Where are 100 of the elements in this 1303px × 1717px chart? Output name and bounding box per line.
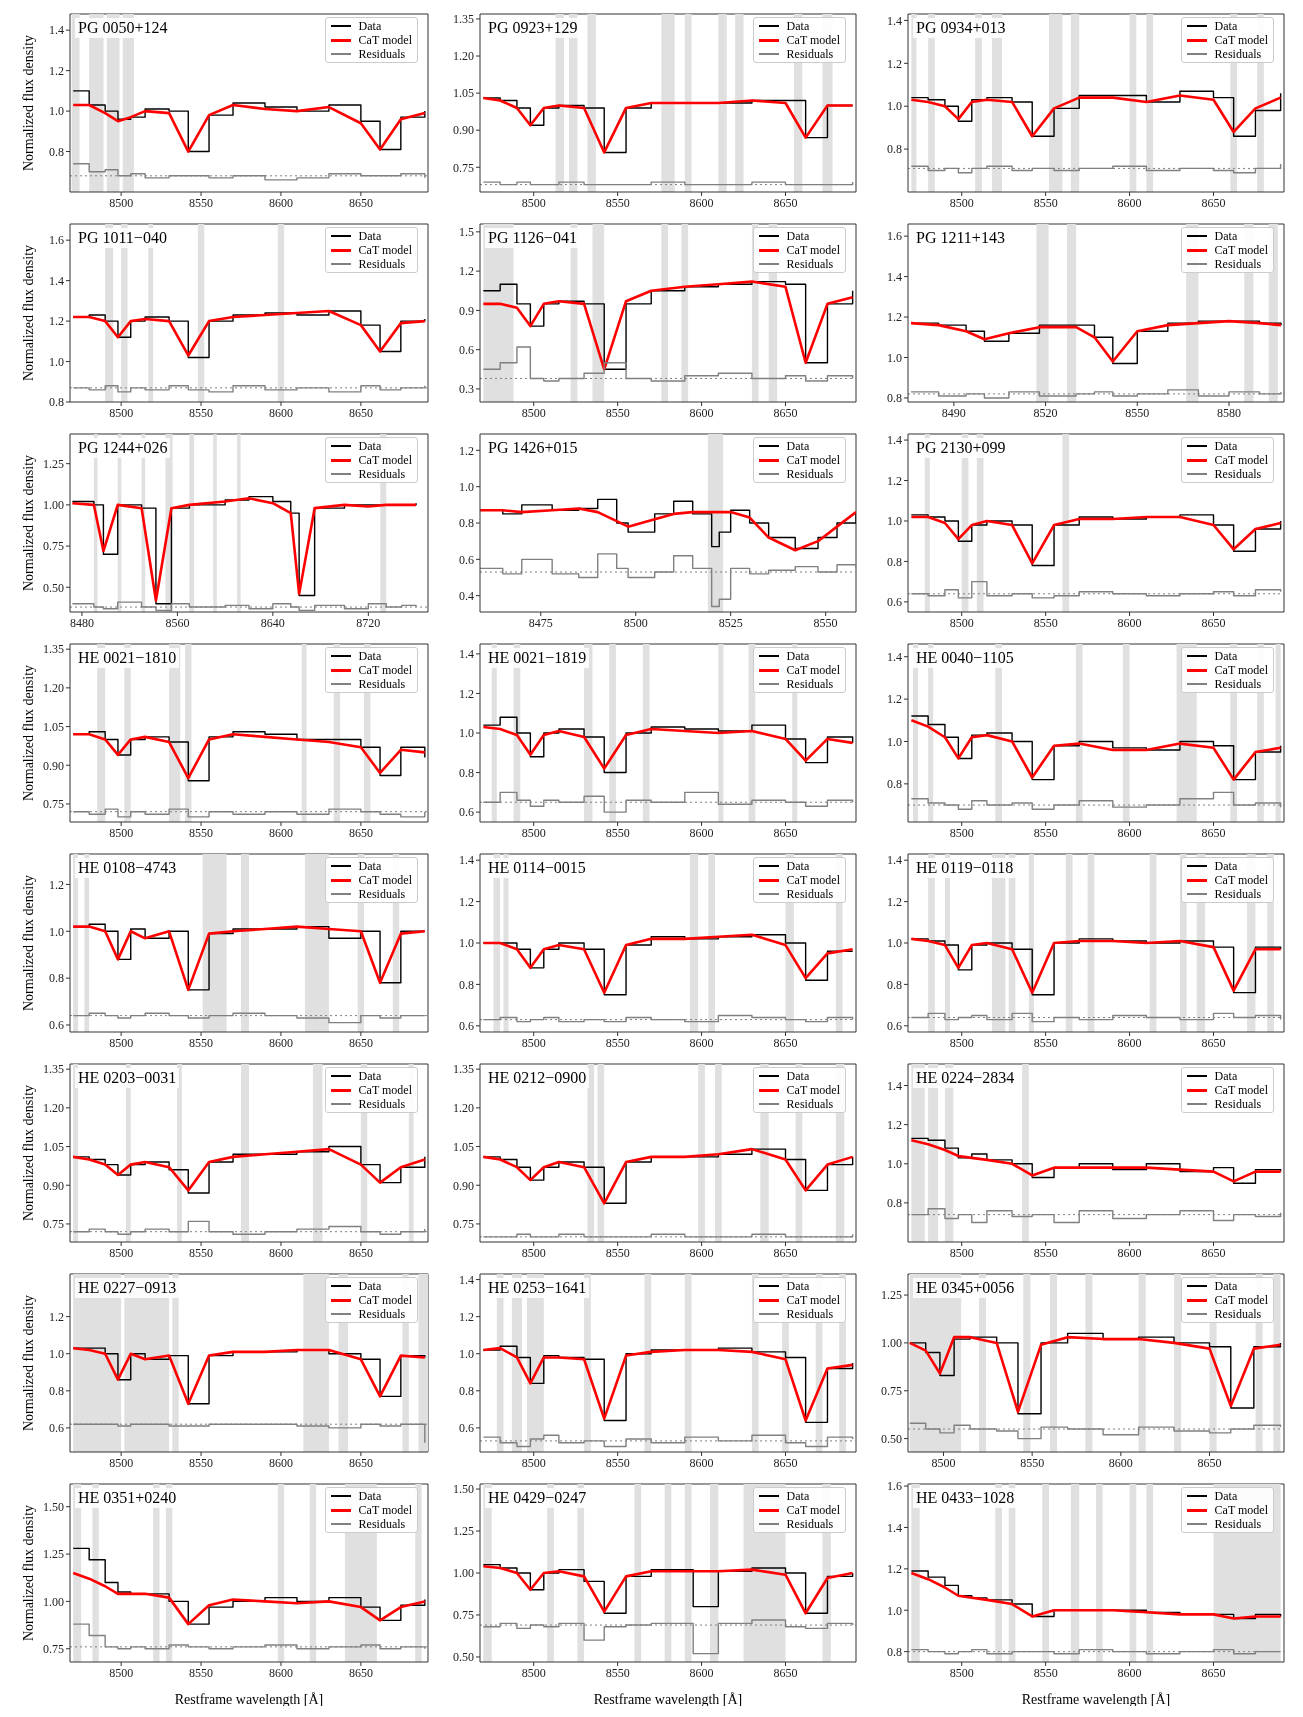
chart-title: PG 1426+015 [485, 438, 581, 458]
y-tick-label: 1.0 [49, 924, 64, 939]
y-tick-label: 0.6 [887, 595, 902, 610]
chart-title: HE 0345+0056 [913, 1278, 1018, 1298]
legend-label: CaT model [1214, 243, 1268, 257]
legend-label: Data [1214, 1279, 1238, 1293]
y-tick-label: 0.8 [49, 971, 64, 986]
y-tick-label: 1.35 [43, 1062, 64, 1077]
legend-label: Residuals [358, 1097, 406, 1111]
x-tick-label: 8500 [109, 1455, 134, 1470]
x-tick-label: 8600 [1117, 825, 1142, 840]
x-tick-label: 8720 [356, 615, 381, 630]
x-tick-label: 8600 [268, 1245, 293, 1260]
y-tick-label: 1.00 [43, 1594, 64, 1609]
chart-title: HE 0433−1028 [913, 1488, 1018, 1508]
y-tick-label: 1.4 [459, 647, 474, 662]
x-tick-label: 8500 [109, 405, 134, 420]
y-tick-label: 0.8 [459, 516, 474, 531]
x-tick-label: 8500 [109, 195, 134, 210]
y-tick-label: 1.2 [459, 686, 474, 701]
legend-label: Residuals [358, 257, 406, 271]
y-tick-label: 1.05 [453, 86, 474, 101]
y-tick-label: 1.0 [49, 1346, 64, 1361]
y-tick-label: 1.05 [43, 1139, 64, 1154]
chart-title: HE 0021−1819 [485, 648, 590, 668]
legend-label: Residuals [786, 1517, 834, 1531]
legend-label: Residuals [786, 887, 834, 901]
x-tick-label: 8600 [268, 825, 293, 840]
x-tick-label: 8550 [605, 1245, 630, 1260]
legend-label: Data [786, 19, 810, 33]
y-tick-label: 0.6 [459, 1421, 474, 1436]
chart-title: HE 0227−0913 [75, 1278, 180, 1298]
y-tick-label: 1.4 [887, 649, 902, 664]
y-tick-label: 1.00 [881, 1336, 902, 1351]
x-tick-label: 8600 [689, 1455, 714, 1470]
y-tick-label: 1.5 [459, 225, 474, 240]
legend-label: Residuals [1214, 1097, 1262, 1111]
x-tick-label: 8550 [605, 825, 630, 840]
y-tick-label: 0.4 [459, 588, 474, 603]
legend-label: Data [1214, 229, 1238, 243]
y-tick-label: 0.6 [49, 1421, 64, 1436]
y-tick-label: 1.35 [453, 12, 474, 27]
legend-label: Residuals [786, 1097, 834, 1111]
y-tick-label: 0.8 [49, 1384, 64, 1399]
x-tick-label: 8500 [949, 1035, 974, 1050]
y-tick-label: 1.2 [887, 692, 902, 707]
y-tick-label: 1.0 [49, 354, 64, 369]
legend-label: CaT model [358, 33, 412, 47]
legend-label: Data [786, 859, 810, 873]
x-tick-label: 8475 [528, 615, 553, 630]
x-tick-label: 8500 [521, 1035, 546, 1050]
chart-title: PG 1126−041 [485, 228, 580, 248]
y-tick-label: 1.2 [459, 264, 474, 279]
y-tick-label: 1.2 [887, 1562, 902, 1577]
legend-label: Data [358, 1279, 382, 1293]
x-tick-label: 8550 [1033, 1035, 1058, 1050]
x-tick-label: 8550 [189, 405, 214, 420]
x-tick-label: 8650 [348, 405, 373, 420]
y-tick-label: 0.75 [453, 1217, 474, 1232]
legend-label: Residuals [1214, 887, 1262, 901]
y-tick-label: 0.90 [43, 758, 64, 773]
legend-label: Residuals [358, 467, 406, 481]
y-tick-label: 1.4 [887, 1078, 902, 1093]
x-tick-label: 8600 [268, 405, 293, 420]
y-tick-label: 0.75 [43, 539, 64, 554]
y-tick-label: 1.6 [887, 1479, 902, 1494]
x-tick-label: 8550 [1033, 195, 1058, 210]
legend-label: Residuals [1214, 257, 1262, 271]
y-tick-label: 1.50 [43, 1499, 64, 1514]
legend-label: Data [358, 229, 382, 243]
y-tick-label: 1.4 [887, 13, 902, 28]
legend-label: Data [786, 649, 810, 663]
y-tick-label: 0.6 [887, 1019, 902, 1034]
legend-label: Residuals [1214, 677, 1262, 691]
legend-label: CaT model [358, 243, 412, 257]
legend-label: CaT model [1214, 33, 1268, 47]
y-tick-label: 0.8 [49, 144, 64, 159]
y-tick-label: 0.75 [453, 1608, 474, 1623]
legend-label: Data [358, 1489, 382, 1503]
chart-title: HE 0119−0118 [913, 858, 1017, 878]
x-tick-label: 8600 [268, 1455, 293, 1470]
x-tick-label: 8500 [109, 1245, 134, 1260]
x-tick-label: 8500 [109, 1665, 134, 1680]
x-tick-label: 8600 [689, 405, 714, 420]
y-tick-label: 0.8 [459, 1384, 474, 1399]
x-tick-label: 8650 [1201, 1665, 1226, 1680]
line-series [480, 507, 856, 552]
legend-label: Data [358, 439, 382, 453]
line-series [482, 725, 854, 770]
x-tick-label: 8500 [949, 615, 974, 630]
y-tick-label: 0.90 [453, 123, 474, 138]
legend-label: Data [786, 439, 810, 453]
x-tick-label: 8600 [268, 1035, 293, 1050]
y-tick-label: 0.8 [887, 391, 902, 406]
x-tick-label: 8600 [689, 1035, 714, 1050]
y-tick-label: 0.6 [49, 1018, 64, 1033]
legend-label: Residuals [1214, 467, 1262, 481]
legend-label: Data [358, 19, 382, 33]
y-tick-label: 1.20 [43, 681, 64, 696]
x-tick-label: 8600 [1117, 1665, 1142, 1680]
